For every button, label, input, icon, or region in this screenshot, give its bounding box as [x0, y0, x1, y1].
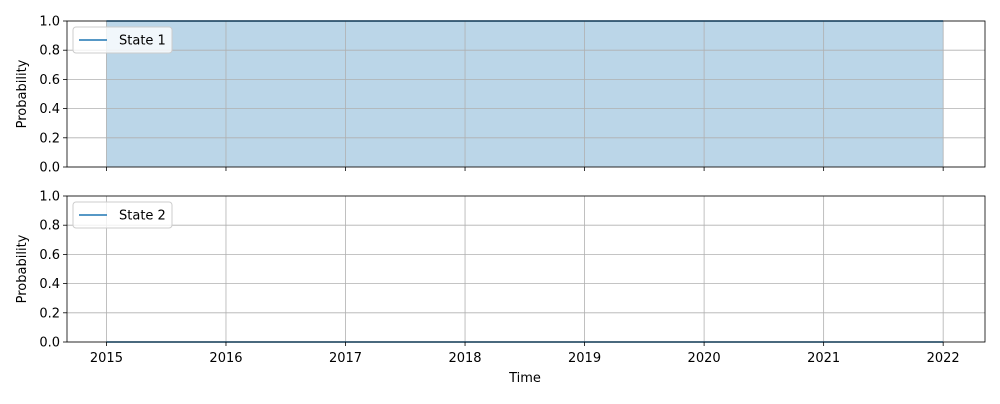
- y-tick-label: 0.4: [39, 277, 60, 292]
- y-tick-label: 1.0: [39, 190, 60, 205]
- y-tick-label: 0.8: [39, 219, 60, 234]
- x-axis-label: Time: [508, 371, 541, 386]
- y-tick-label: 0.8: [39, 44, 60, 59]
- x-tick-label: 2019: [568, 351, 601, 366]
- legend: State 1: [72, 26, 173, 54]
- subplot-2: 0.0 0.2 0.4 0.6 0.8 1.0 2015 2016 2017 2018 2019 20…: [15, 190, 986, 386]
- plot-area: [67, 196, 985, 342]
- y-axis-label: Probability: [15, 59, 30, 128]
- series-area-1: [106, 21, 944, 167]
- legend-label: State 1: [119, 34, 166, 49]
- y-tick-label: 0.0: [39, 336, 60, 351]
- legend-box: [72, 201, 173, 229]
- y-tick-label: 1.0: [39, 15, 60, 30]
- x-tick-label: 2017: [329, 351, 362, 366]
- y-tick-label: 0.0: [39, 161, 60, 176]
- y-axis-label: Probability: [15, 234, 30, 303]
- x-tick-label: 2016: [209, 351, 242, 366]
- legend: State 2: [72, 201, 173, 229]
- plot-frame: [66, 195, 986, 343]
- legend-label: State 2: [119, 209, 166, 224]
- x-tick-label: 2020: [688, 351, 721, 366]
- x-tick-label: 2018: [448, 351, 481, 366]
- y-tick-label: 0.6: [39, 73, 60, 88]
- plot-area: [67, 21, 985, 167]
- x-tick-label: 2021: [807, 351, 840, 366]
- x-tick-label: 2022: [927, 351, 960, 366]
- y-tick-label: 0.2: [39, 306, 60, 321]
- legend-box: [72, 26, 173, 54]
- y-tick-label: 0.4: [39, 102, 60, 117]
- plot-frame: [66, 20, 986, 168]
- y-tick-label: 0.6: [39, 248, 60, 263]
- x-tick-label: 2015: [90, 351, 123, 366]
- y-tick-label: 0.2: [39, 131, 60, 146]
- subplot-1: 0.0 0.2 0.4 0.6 0.8 1.0 Probability State 1: [15, 15, 986, 176]
